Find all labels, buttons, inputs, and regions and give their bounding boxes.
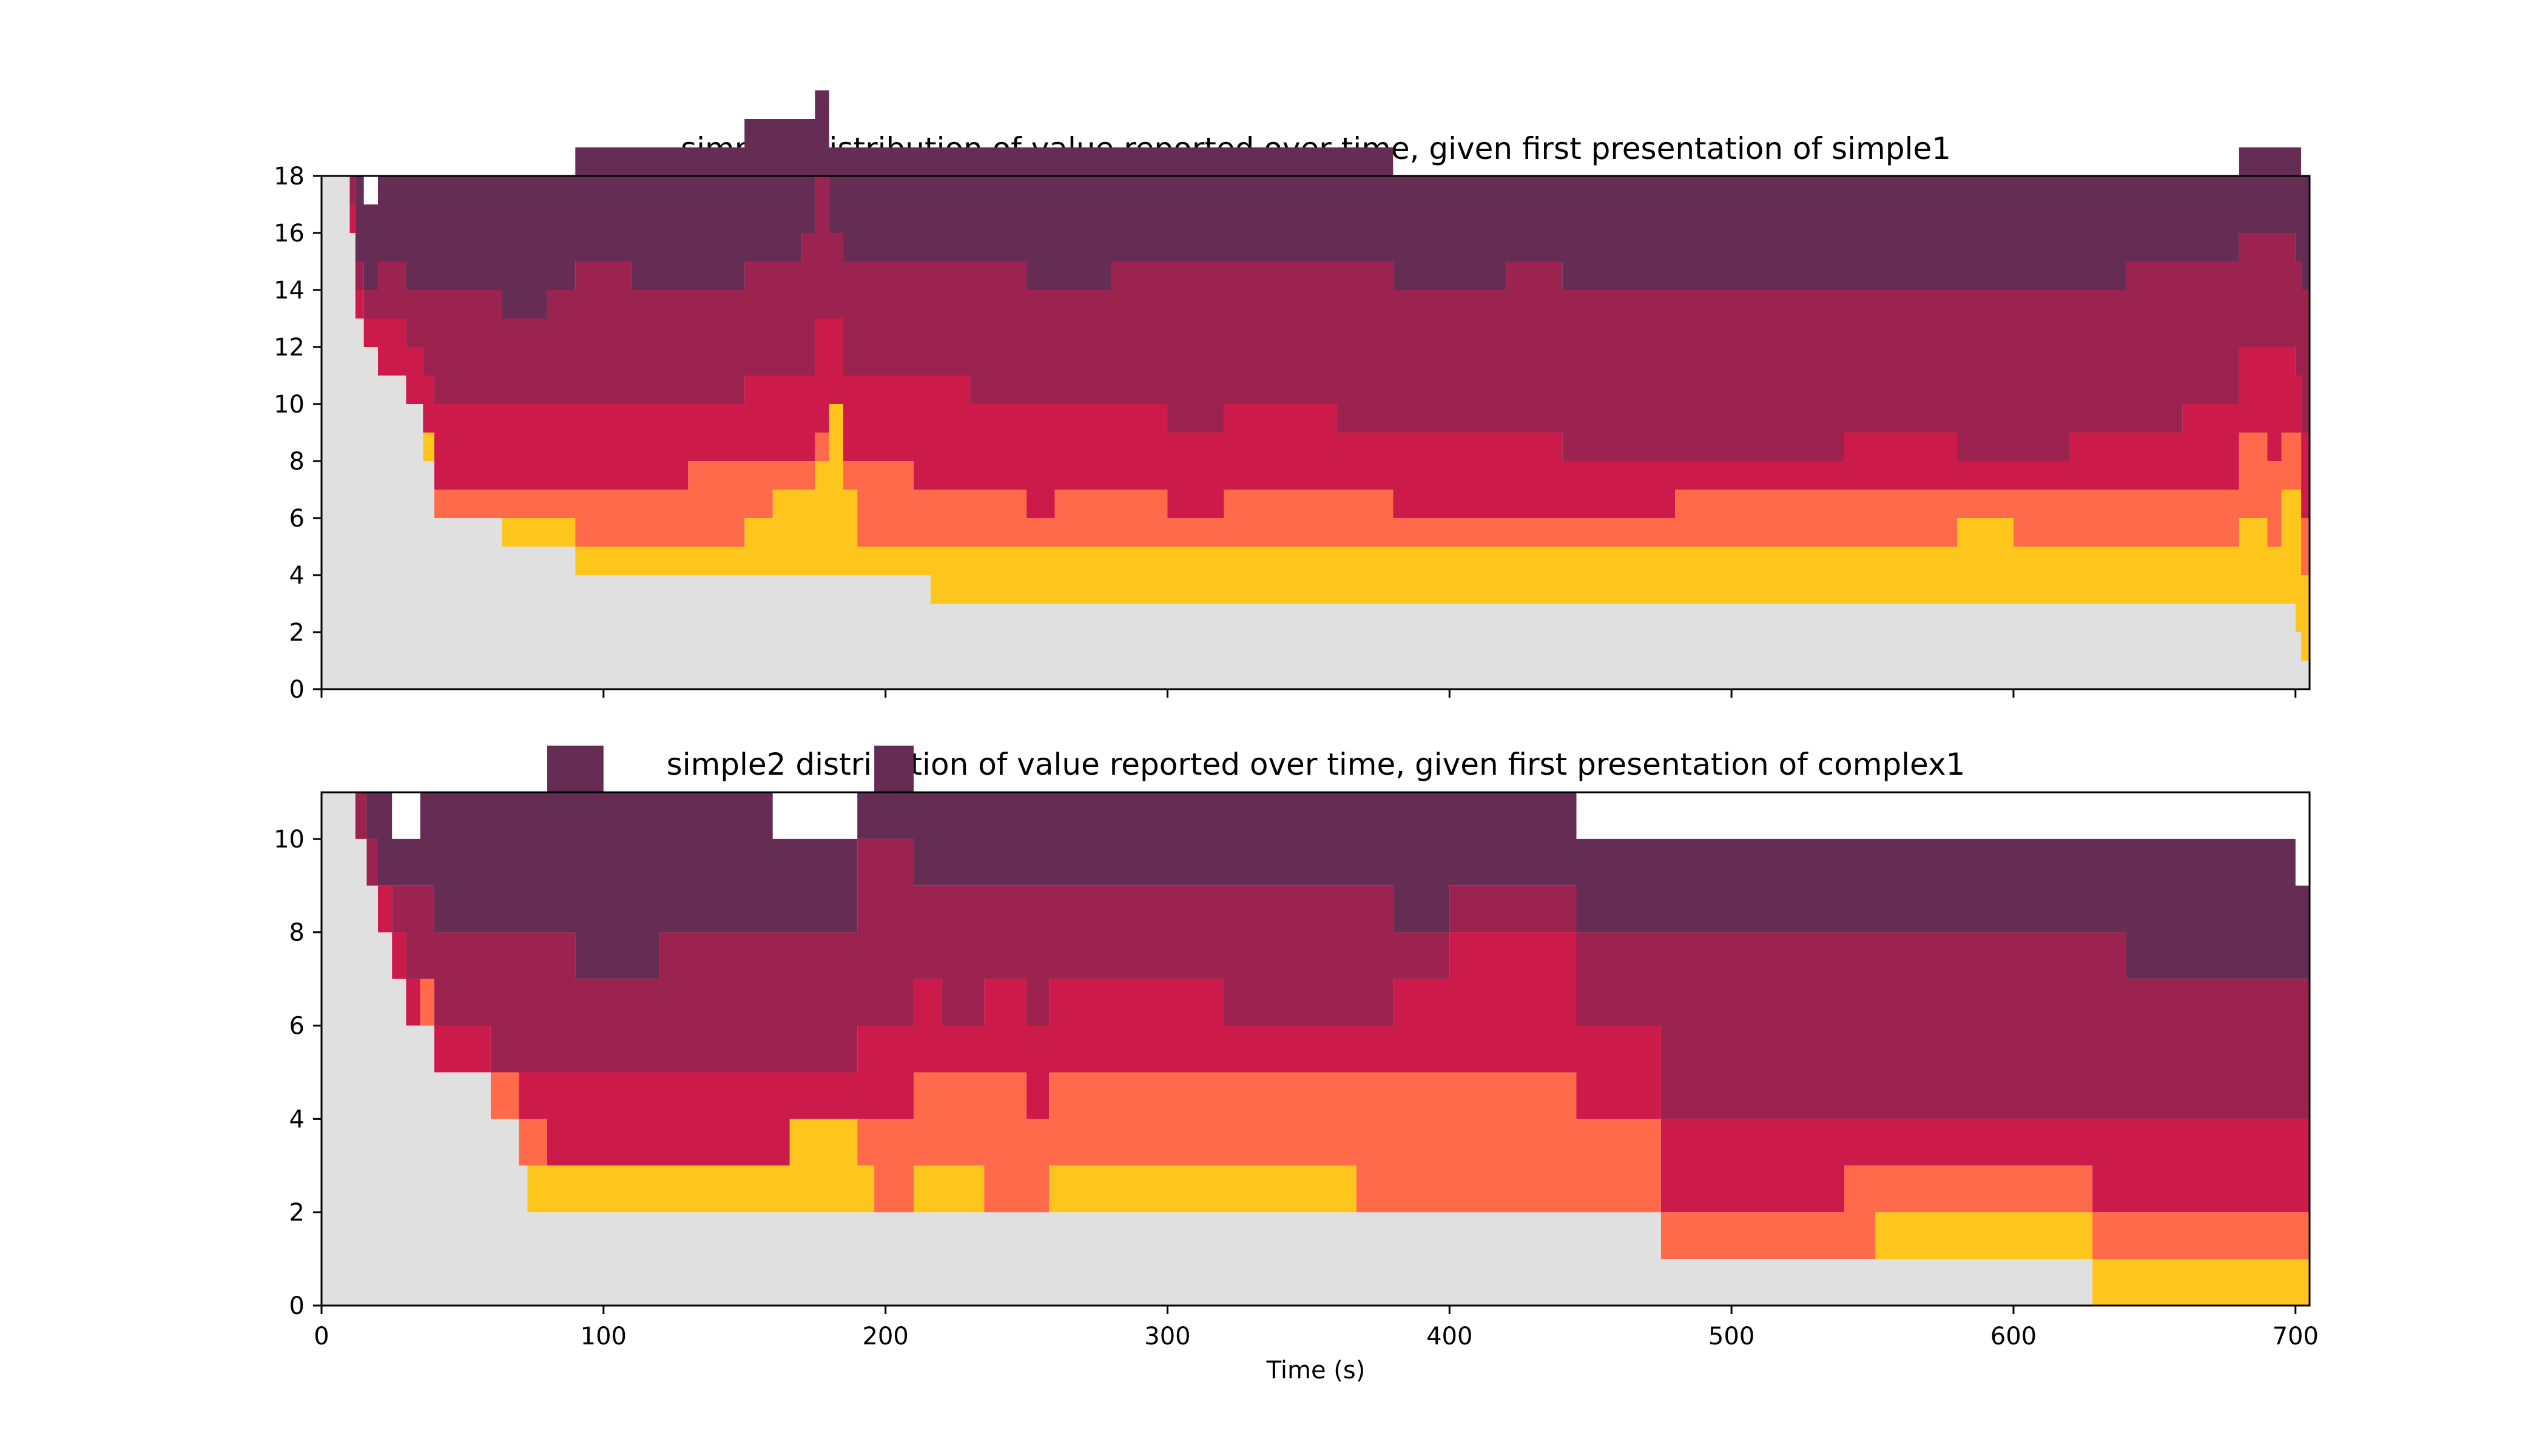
area-band-plum xyxy=(322,746,2310,1026)
bottom-chart-title: simple2 distribution of value reported o… xyxy=(667,747,1966,782)
x-axis-label: Time (s) xyxy=(1266,1357,1366,1384)
top-x-axis xyxy=(320,689,2297,698)
y-tick-label: 4 xyxy=(289,562,305,590)
bottom-plot-frame xyxy=(320,791,2311,1307)
y-tick-label: 2 xyxy=(289,1199,305,1227)
area-band-maroon xyxy=(322,792,2310,1119)
x-tick-label: 500 xyxy=(1708,1323,1754,1350)
top-plot-frame xyxy=(320,175,2311,690)
y-tick-label: 6 xyxy=(289,1013,305,1040)
y-tick-label: 8 xyxy=(289,919,305,947)
y-tick-label: 14 xyxy=(274,277,305,305)
area-band-yellow xyxy=(322,176,2310,689)
y-tick-label: 10 xyxy=(274,391,305,419)
area-band-gray xyxy=(322,792,2310,1306)
top-y-axis: 0 2 4 6 8 10 12 14 16 18 xyxy=(274,163,322,704)
x-tick-label: 300 xyxy=(1144,1323,1190,1350)
x-tick-label: 100 xyxy=(581,1323,627,1350)
y-tick-label: 4 xyxy=(289,1105,305,1133)
bottom-x-axis: 0 100 200 300 400 500 600 700 xyxy=(314,1306,2319,1350)
y-tick-label: 0 xyxy=(289,676,305,704)
bottom-plot-area xyxy=(322,746,2310,1306)
area-band-maroon xyxy=(322,176,2310,547)
bottom-subplot: simple2 distribution of value reported o… xyxy=(274,746,2319,1384)
area-band-orange xyxy=(322,792,2310,1259)
y-tick-label: 8 xyxy=(289,448,305,476)
x-tick-label: 700 xyxy=(2273,1323,2319,1350)
x-tick-label: 0 xyxy=(314,1323,329,1350)
area-band-plum xyxy=(322,90,2310,376)
y-tick-label: 10 xyxy=(274,826,305,854)
y-tick-label: 0 xyxy=(289,1292,305,1320)
area-band-red xyxy=(322,792,2310,1213)
area-band-gray xyxy=(322,176,2310,689)
bottom-y-axis: 0 2 4 6 8 10 xyxy=(274,826,322,1320)
y-tick-label: 2 xyxy=(289,619,305,647)
top-subplot: simple2 distribution of value reported o… xyxy=(274,90,2311,704)
area-band-orange xyxy=(322,176,2310,632)
x-tick-label: 200 xyxy=(862,1323,908,1350)
x-tick-label: 400 xyxy=(1426,1323,1472,1350)
y-tick-label: 12 xyxy=(274,334,305,362)
x-tick-label: 600 xyxy=(1990,1323,2037,1350)
y-tick-label: 6 xyxy=(289,505,305,533)
area-band-yellow xyxy=(322,792,2310,1306)
y-tick-label: 16 xyxy=(274,220,305,248)
y-tick-label: 18 xyxy=(274,163,305,190)
top-plot-area xyxy=(322,90,2310,689)
